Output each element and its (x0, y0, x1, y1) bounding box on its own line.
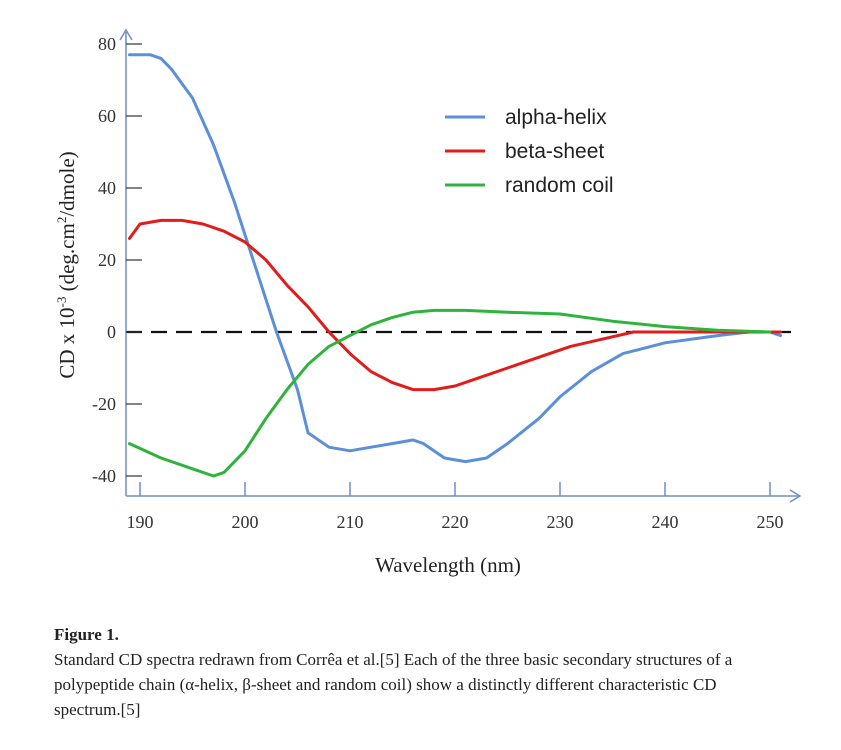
y-tick-label: 80 (98, 34, 116, 54)
x-tick-label: 240 (652, 512, 679, 532)
figure-caption: Figure 1. Standard CD spectra redrawn fr… (54, 622, 754, 722)
series-line-random-coil (128, 308, 772, 478)
y-tick-label: 40 (98, 178, 116, 198)
y-tick-label: -40 (92, 466, 116, 486)
x-tick-label: 200 (232, 512, 259, 532)
series-layer (128, 53, 782, 478)
y-axis-title: CD x 10-3 (deg.cm2/dmole) (54, 151, 79, 378)
x-tick-label: 190 (127, 512, 154, 532)
legend-label: random coil (505, 174, 614, 197)
y-tick-label: -20 (92, 394, 116, 414)
x-tick-label: 210 (337, 512, 364, 532)
caption-text: Standard CD spectra redrawn from Corrêa … (54, 650, 733, 719)
series-line-alpha-helix (128, 53, 782, 464)
x-tick-label: 230 (547, 512, 574, 532)
x-tick-label: 250 (757, 512, 784, 532)
series-line-beta-sheet (128, 218, 782, 392)
x-axis-title: Wavelength (nm) (375, 553, 521, 577)
y-tick-label: 0 (107, 322, 116, 342)
y-axis-arrow (119, 28, 133, 41)
caption-title: Figure 1. (54, 625, 119, 644)
y-tick-label: 20 (98, 250, 116, 270)
legend-label: beta-sheet (505, 140, 604, 163)
legend: alpha-helix beta-sheet random coil (445, 106, 614, 197)
y-tick-label: 60 (98, 106, 116, 126)
x-axis-arrow (789, 489, 802, 503)
legend-label: alpha-helix (505, 106, 607, 129)
x-tick-label: 220 (442, 512, 469, 532)
